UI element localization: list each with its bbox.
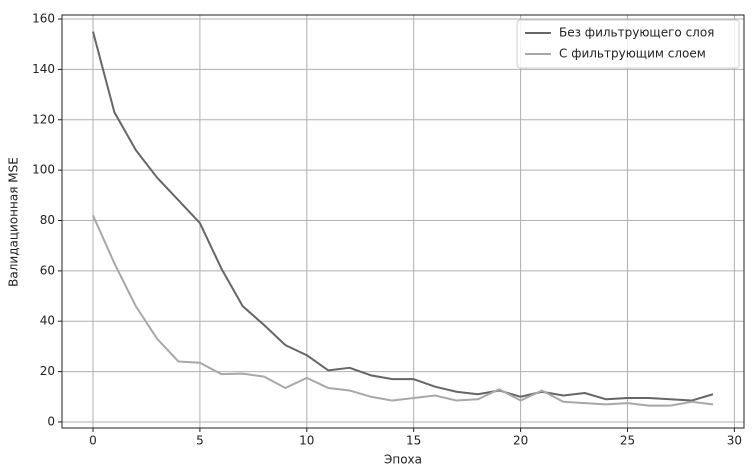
x-tick-label: 15: [406, 434, 421, 448]
y-tick-label: 120: [32, 112, 55, 126]
legend-label: Без фильтрующего слоя: [559, 26, 714, 40]
legend: Без фильтрующего слоя С фильтрующим слоем: [516, 19, 740, 69]
x-axis-label: Эпоха: [384, 453, 422, 467]
y-tick-label: 0: [47, 414, 55, 428]
x-tick-label: 20: [513, 434, 528, 448]
y-tick-label: 160: [32, 12, 55, 26]
x-tick-label: 0: [89, 434, 97, 448]
x-tick-label: 30: [727, 434, 742, 448]
data-line: [92, 31, 714, 402]
y-tick-label: 40: [40, 314, 55, 328]
legend-box: [516, 19, 740, 69]
x-tick-label: 10: [299, 434, 314, 448]
y-tick-label: 60: [40, 263, 55, 277]
y-tick-label: 100: [32, 163, 55, 177]
y-axis-label: Валидационная MSE: [7, 157, 21, 287]
y-tick-label: 20: [40, 364, 55, 378]
y-tick-label: 80: [40, 213, 55, 227]
plot-frame: [61, 14, 745, 429]
x-tick-label: 25: [620, 434, 635, 448]
data-line: [92, 215, 714, 407]
legend-label: С фильтрующим слоем: [559, 47, 706, 61]
x-tick-label: 5: [196, 434, 204, 448]
y-tick-label: 140: [32, 62, 55, 76]
